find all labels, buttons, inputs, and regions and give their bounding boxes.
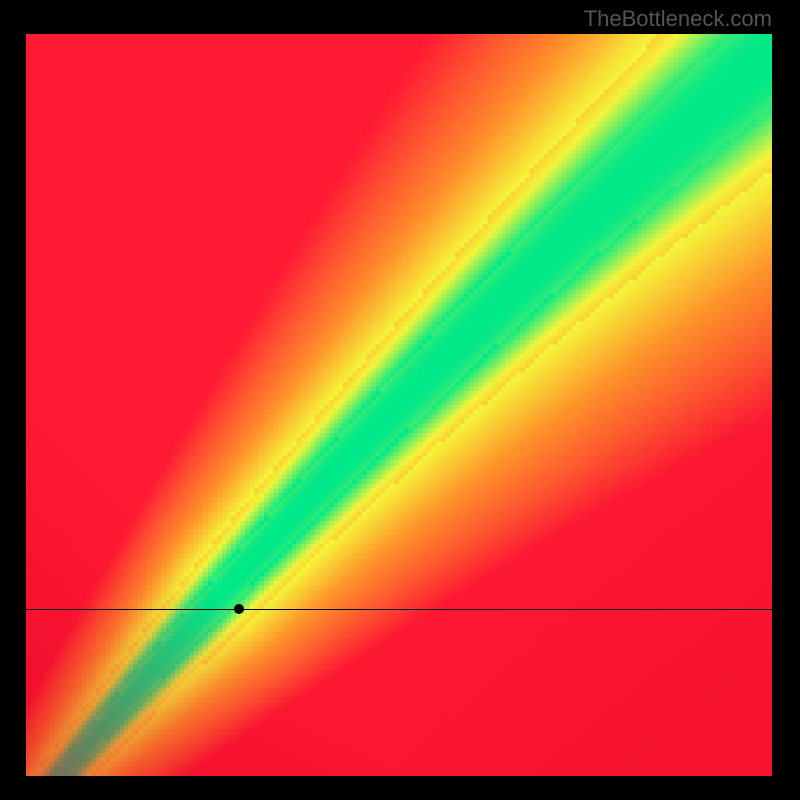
heatmap-canvas xyxy=(26,34,772,776)
heatmap-plot-area xyxy=(26,34,772,776)
watermark-text: TheBottleneck.com xyxy=(584,6,772,32)
crosshair-horizontal xyxy=(26,609,772,610)
crosshair-marker xyxy=(234,604,244,614)
